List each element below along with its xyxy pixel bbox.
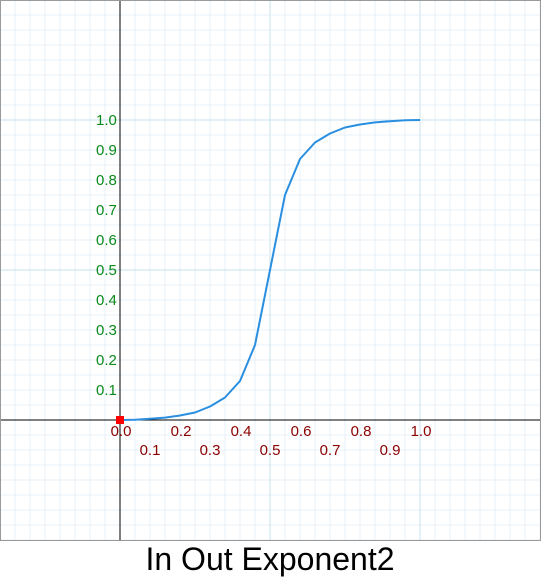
y-tick-label: 0.2 [96, 352, 117, 369]
x-tick-label: 0.1 [140, 442, 161, 459]
x-tick-label: 0.2 [171, 423, 192, 440]
y-tick-labels: 0.1 0.2 0.3 0.4 0.5 0.6 0.7 0.8 0.9 1.0 [96, 112, 117, 399]
x-tick-label: 0.9 [380, 442, 401, 459]
x-tick-label: 0.0 [111, 423, 132, 440]
x-tick-label: 0.3 [200, 442, 221, 459]
y-tick-label: 0.7 [96, 202, 117, 219]
grid [0, 0, 541, 541]
chart-title: In Out Exponent2 [145, 541, 394, 577]
y-tick-label: 0.6 [96, 232, 117, 249]
x-tick-labels: 0.0 0.2 0.4 0.6 0.8 1.0 0.1 0.3 0.5 0.7 0.9 [111, 423, 432, 459]
x-tick-label: 0.4 [231, 423, 252, 440]
y-tick-label: 0.3 [96, 322, 117, 339]
x-tick-label: 0.6 [291, 423, 312, 440]
y-tick-label: 0.4 [96, 292, 117, 309]
series-layer [116, 119, 421, 424]
origin-marker [116, 416, 124, 424]
y-tick-label: 1.0 [96, 112, 117, 129]
series-line [119, 119, 421, 421]
y-tick-label: 0.1 [96, 382, 117, 399]
y-tick-label: 0.8 [96, 172, 117, 189]
x-tick-label: 1.0 [411, 423, 432, 440]
y-tick-label: 0.5 [96, 262, 117, 279]
x-tick-label: 0.7 [320, 442, 341, 459]
x-tick-label: 0.8 [351, 423, 372, 440]
x-tick-label: 0.5 [260, 442, 281, 459]
y-tick-label: 0.9 [96, 142, 117, 159]
